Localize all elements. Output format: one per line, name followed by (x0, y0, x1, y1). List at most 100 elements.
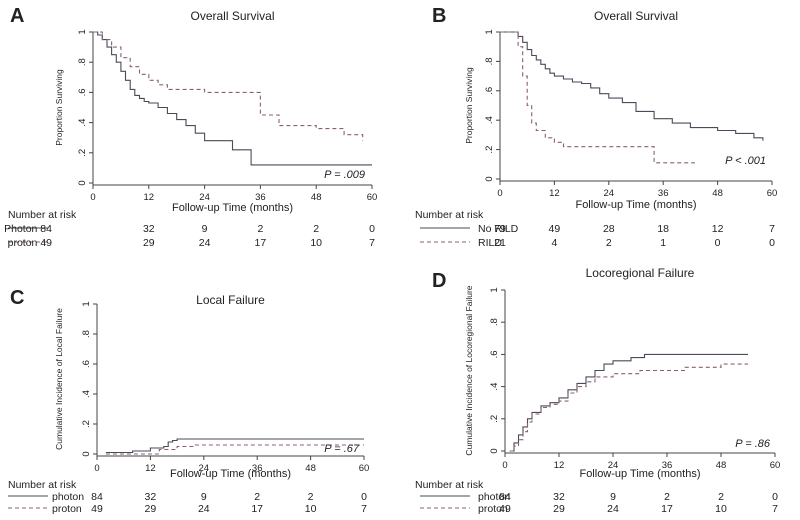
risk-count: 24 (607, 503, 619, 515)
y-tick-label: .2 (81, 420, 92, 428)
y-tick-label: 0 (489, 448, 500, 453)
risk-count: 49 (91, 503, 103, 515)
x-tick-label: 48 (305, 463, 316, 474)
p-value-label: P = .67 (324, 443, 360, 455)
x-tick-label: 0 (94, 463, 99, 474)
y-tick-label: .6 (489, 350, 500, 358)
x-tick-label: 36 (662, 460, 673, 471)
risk-table-header: Number at risk (415, 479, 484, 491)
risk-count: 2 (254, 491, 260, 503)
x-tick-label: 36 (255, 192, 266, 203)
risk-count: 17 (251, 503, 263, 515)
y-tick-label: .8 (81, 330, 92, 338)
p-value-label: P = .009 (324, 169, 365, 181)
risk-row-label: Photon 84 (4, 223, 52, 235)
panel-letter: D (432, 270, 446, 292)
x-axis-label: Follow-up Time (months) (172, 202, 293, 214)
risk-row-label: RILD (478, 237, 502, 249)
risk-count: 84 (91, 491, 103, 503)
chart-title: Overall Survival (190, 9, 274, 23)
x-tick-label: 0 (502, 460, 507, 471)
risk-count: 7 (361, 503, 367, 515)
y-axis-label: Cumulative Incidence of Local Failure (54, 308, 64, 450)
x-tick-label: 12 (554, 460, 565, 471)
x-tick-label: 0 (90, 192, 95, 203)
y-axis-label: Proportion Surviving (464, 67, 474, 144)
risk-count: 1 (660, 237, 666, 249)
x-axis-label: Follow-up Time (months) (170, 468, 291, 480)
y-tick-label: .6 (484, 87, 495, 95)
p-value-label: P = .86 (735, 438, 771, 450)
panel-letter: C (10, 287, 24, 309)
risk-count: 29 (143, 237, 155, 249)
y-tick-label: 0 (484, 176, 495, 181)
risk-row-label: proton 49 (8, 237, 53, 249)
x-tick-label: 60 (359, 463, 370, 474)
panel-letter: B (432, 5, 446, 27)
risk-count: 7 (769, 223, 775, 235)
y-tick-label: .2 (484, 146, 495, 154)
risk-count: 24 (198, 503, 210, 515)
x-tick-label: 24 (608, 460, 619, 471)
risk-row-label: photon (478, 491, 510, 503)
y-tick-label: 0 (81, 451, 92, 456)
x-tick-label: 24 (199, 463, 210, 474)
y-tick-label: 1 (484, 29, 495, 34)
y-tick-label: .8 (484, 57, 495, 65)
x-tick-label: 60 (367, 192, 378, 203)
panel-a: A Overall Survival 0 12 24 36 48 60 0 .2 .4 .6 .8 1 Fo… (4, 5, 377, 249)
risk-count: 0 (769, 237, 775, 249)
x-axis-label: Follow-up Time (months) (575, 199, 696, 211)
risk-count: 28 (603, 223, 615, 235)
risk-row-label: proton (478, 503, 508, 515)
risk-count: 29 (553, 503, 565, 515)
y-tick-label: 1 (81, 301, 92, 306)
p-value-label: P < .001 (725, 155, 766, 167)
risk-row-label: photon (52, 491, 84, 503)
risk-count: 9 (201, 491, 207, 503)
x-tick-label: 36 (658, 188, 669, 199)
y-tick-label: .6 (81, 360, 92, 368)
risk-count: 9 (202, 223, 208, 235)
chart-title: Local Failure (196, 293, 265, 307)
x-tick-label: 60 (770, 460, 781, 471)
risk-count: 4 (551, 237, 557, 249)
risk-table-header: Number at risk (8, 479, 77, 491)
y-tick-label: 1 (77, 29, 88, 34)
risk-count: 2 (313, 223, 319, 235)
y-tick-label: .2 (489, 415, 500, 423)
risk-count: 2 (257, 223, 263, 235)
risk-count: 0 (369, 223, 375, 235)
x-tick-label: 36 (252, 463, 263, 474)
x-tick-label: 24 (199, 192, 210, 203)
x-tick-label: 12 (549, 188, 560, 199)
panel-letter: A (10, 5, 24, 27)
risk-count: 49 (549, 223, 561, 235)
x-tick-label: 12 (145, 463, 156, 474)
y-axis-label: Proportion Surviving (54, 69, 64, 146)
series-line-dashed (93, 31, 364, 141)
risk-count: 32 (145, 491, 157, 503)
series-line-solid (93, 31, 372, 166)
risk-count: 24 (199, 237, 211, 249)
series-line-dashed (105, 444, 364, 455)
risk-count: 21 (494, 237, 506, 249)
risk-count: 0 (715, 237, 721, 249)
y-axis-label: Cumulative Incidence of Locoregional Fai… (464, 285, 474, 455)
x-tick-label: 12 (144, 192, 155, 203)
x-tick-label: 0 (497, 188, 502, 199)
x-axis-label: Follow-up Time (months) (579, 468, 700, 480)
x-tick-label: 48 (311, 192, 322, 203)
y-tick-label: .8 (489, 318, 500, 326)
series-line-solid (500, 31, 764, 141)
risk-count: 10 (310, 237, 322, 249)
y-tick-label: 1 (489, 287, 500, 292)
risk-count: 10 (305, 503, 317, 515)
risk-count: 0 (772, 491, 778, 503)
risk-count: 2 (664, 491, 670, 503)
y-tick-label: 0 (77, 180, 88, 185)
chart-title: Locoregional Failure (586, 266, 695, 280)
x-tick-label: 48 (712, 188, 723, 199)
